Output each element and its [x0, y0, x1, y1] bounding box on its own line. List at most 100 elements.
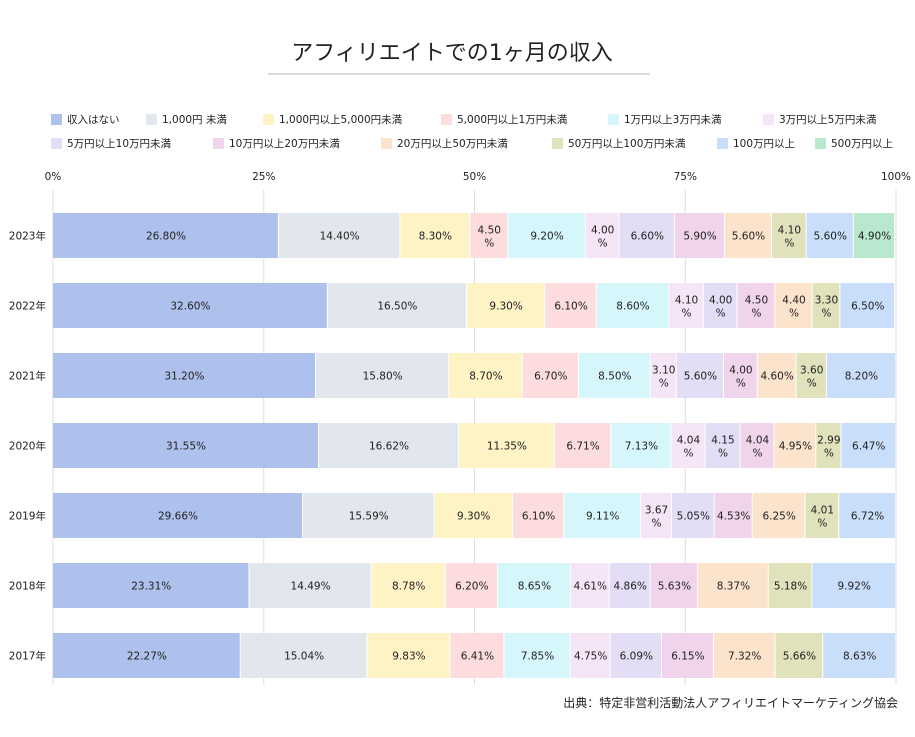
bar-segment	[676, 353, 724, 398]
data-label: 15.80%	[363, 371, 403, 383]
bar-segment	[703, 283, 737, 328]
data-label: 6.70%	[534, 371, 567, 383]
data-label: 14.40%	[320, 231, 360, 243]
data-label-unit: %	[716, 308, 726, 320]
data-label: 6.25%	[762, 511, 795, 523]
legend: 収入はない 1,000円 未満 1,000円以上5,000円未満 5,000円以上1万…	[51, 114, 893, 150]
data-label: 5.90%	[683, 231, 716, 243]
data-label: 5.60%	[814, 231, 847, 243]
legend-label: 500万円以上	[831, 138, 893, 150]
bar-segment	[610, 633, 661, 678]
bar-segment	[522, 353, 579, 398]
data-label: 23.31%	[131, 581, 171, 593]
x-tick-label: 75%	[674, 171, 697, 183]
data-label-unit: %	[824, 448, 834, 460]
legend-swatch	[381, 138, 392, 149]
legend-swatch	[608, 114, 619, 125]
bar-segment	[740, 423, 774, 468]
bar-segment	[596, 283, 669, 328]
bar-segment	[812, 563, 895, 608]
legend-label: 50万円以上100万円未満	[568, 138, 686, 150]
data-label-unit: %	[753, 448, 763, 460]
bar-segment	[53, 493, 303, 538]
data-label-unit: %	[807, 378, 817, 390]
data-label: 5.66%	[783, 651, 816, 663]
bar-segment	[53, 633, 240, 678]
bar-segment	[53, 423, 318, 468]
bar-segment	[816, 423, 841, 468]
bar-segment	[371, 563, 445, 608]
data-label: 7.85%	[521, 651, 554, 663]
data-label: 4.50	[478, 225, 501, 237]
data-label-unit: %	[598, 238, 608, 250]
bar-segment	[249, 563, 371, 608]
legend-swatch	[441, 114, 452, 125]
data-label: 6.15%	[671, 651, 704, 663]
data-label: 4.50	[745, 295, 768, 307]
bar-segment	[650, 563, 698, 608]
data-label: 14.49%	[291, 581, 331, 593]
bar-segment	[705, 423, 740, 468]
data-label: 5.60%	[732, 231, 765, 243]
data-label: 3.30	[815, 295, 838, 307]
legend-label: 10万円以上20万円未満	[229, 138, 340, 150]
data-label-unit: %	[736, 378, 746, 390]
bar-segment	[724, 353, 757, 398]
chart-title: アフィリエイトでの1ヶ月の収入	[291, 41, 613, 66]
bar-segment	[570, 633, 610, 678]
bar-segment	[367, 633, 450, 678]
data-label: 4.40	[782, 295, 805, 307]
data-label: 6.47%	[852, 441, 885, 453]
bar-segment	[53, 283, 327, 328]
bar-segment	[768, 563, 812, 608]
bar-segment	[757, 353, 796, 398]
legend-label: 1,000円 未満	[162, 114, 227, 126]
data-label: 6.41%	[461, 651, 494, 663]
data-label: 26.80%	[146, 231, 186, 243]
bar-segment	[669, 283, 703, 328]
data-label-unit: %	[652, 518, 662, 530]
data-label: 6.10%	[522, 511, 555, 523]
data-label: 9.30%	[457, 511, 490, 523]
bar-segment	[570, 563, 609, 608]
data-label: 15.04%	[284, 651, 324, 663]
data-label: 4.01	[811, 505, 834, 517]
bar-segment	[545, 283, 596, 328]
data-label-unit: %	[817, 518, 827, 530]
y-tick-label: 2021年	[9, 370, 46, 383]
legend-label: 100万円以上	[733, 138, 795, 150]
data-label: 5.60%	[684, 371, 717, 383]
data-label-unit: %	[789, 308, 799, 320]
y-tick-label: 2019年	[9, 510, 46, 523]
bar-segment	[752, 493, 805, 538]
bar-segment	[724, 213, 772, 258]
bar-segment	[240, 633, 367, 678]
data-label: 15.59%	[349, 511, 389, 523]
data-label: 8.70%	[469, 371, 502, 383]
bar-segment	[470, 213, 508, 258]
legend-swatch	[763, 114, 774, 125]
data-label: 31.20%	[164, 371, 204, 383]
bar-segment	[53, 353, 316, 398]
x-tick-label: 100%	[881, 171, 911, 183]
bar-segment	[303, 493, 434, 538]
bar-segment	[714, 493, 752, 538]
data-label: 7.13%	[625, 441, 658, 453]
bar-segment	[713, 633, 775, 678]
data-label: 4.10	[675, 295, 698, 307]
data-label: 6.50%	[851, 301, 884, 313]
x-tick-label: 50%	[463, 171, 486, 183]
y-tick-label: 2017年	[9, 650, 46, 663]
data-label-unit: %	[821, 308, 831, 320]
legend-label: 1,000円以上5,000円未満	[279, 114, 403, 126]
data-label: 5.18%	[774, 581, 807, 593]
bar-segment	[805, 493, 839, 538]
bar-segment	[53, 213, 278, 258]
bar-segment	[841, 423, 895, 468]
bar-segment	[318, 423, 459, 468]
data-label-unit: %	[683, 448, 693, 460]
bar-segment	[698, 563, 768, 608]
legend-label: 1万円以上3万円未満	[624, 114, 722, 126]
bar-segment	[853, 213, 895, 258]
bar-segment	[737, 283, 775, 328]
